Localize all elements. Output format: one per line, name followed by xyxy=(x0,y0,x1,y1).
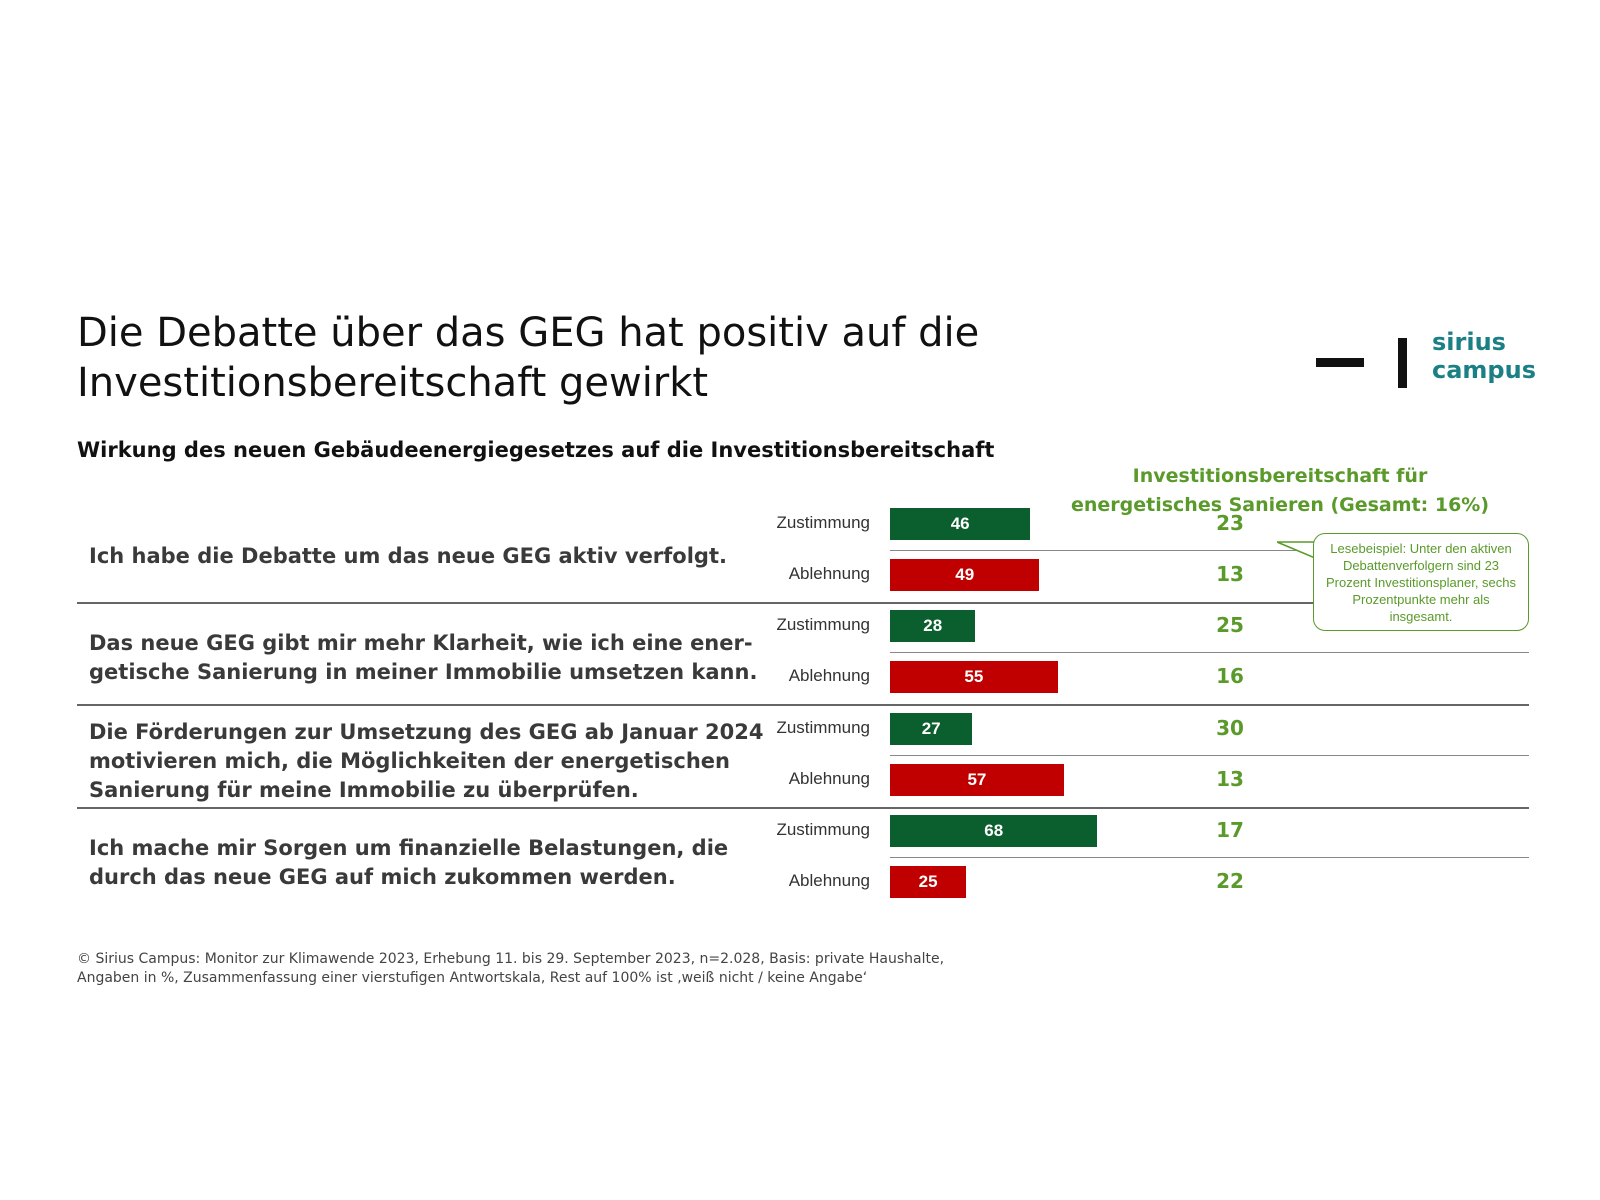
bar: 46 xyxy=(890,508,1031,540)
invest-value: 22 xyxy=(1216,869,1244,893)
row-label: Ablehnung xyxy=(788,666,870,685)
group-divider xyxy=(77,602,1529,604)
invest-value: 13 xyxy=(1216,767,1244,791)
bar: 27 xyxy=(890,713,973,745)
invest-value: 23 xyxy=(1216,511,1244,535)
statement-text: Die Förderungen zur Umsetzung des GEG ab… xyxy=(89,718,769,805)
row-label: Ablehnung xyxy=(788,769,870,788)
footnote-line2: Angaben in %, Zusammenfassung einer vier… xyxy=(77,970,868,986)
invest-value: 25 xyxy=(1216,613,1244,637)
row-label: Zustimmung xyxy=(776,513,870,532)
bar: 57 xyxy=(890,764,1064,796)
statement-line: durch das neue GEG auf mich zukommen wer… xyxy=(89,865,676,889)
invest-value: 16 xyxy=(1216,664,1244,688)
statement-line: Die Förderungen zur Umsetzung des GEG ab… xyxy=(89,719,764,744)
statement-line: Ich habe die Debatte um das neue GEG akt… xyxy=(89,543,727,568)
statement-text: Ich mache mir Sorgen um finanzielle Bela… xyxy=(89,834,769,892)
statement-line: motivieren mich, die Möglichkeiten der e… xyxy=(89,748,730,773)
group-divider xyxy=(77,807,1529,809)
row-divider xyxy=(890,550,1529,551)
invest-header: Investitionsbereitschaft für energetisch… xyxy=(1060,462,1500,520)
callout-tail xyxy=(1277,541,1316,560)
row-divider xyxy=(890,857,1529,858)
statement-line: Sanierung für meine Immobilie zu überprü… xyxy=(89,777,639,802)
row-label: Zustimmung xyxy=(776,718,870,737)
logo-bar xyxy=(1398,338,1407,388)
sirius-campus-logo: sirius campus xyxy=(1316,328,1546,394)
bar: 68 xyxy=(890,815,1098,847)
row-divider xyxy=(890,652,1529,653)
bar: 49 xyxy=(890,559,1040,591)
invest-header-line1: Investitionsbereitschaft für xyxy=(1132,465,1428,487)
row-divider xyxy=(890,755,1529,756)
page-title: Die Debatte über das GEG hat positiv auf… xyxy=(77,310,980,406)
bar: 25 xyxy=(890,866,967,898)
reading-example-callout: Lesebeispiel: Unter den aktiven Debatten… xyxy=(1313,533,1529,631)
invest-value: 13 xyxy=(1216,562,1244,586)
statement-line: Ich mache mir Sorgen um finanzielle Bela… xyxy=(89,836,729,860)
invest-value: 30 xyxy=(1216,716,1244,740)
statement-text: Ich habe die Debatte um das neue GEG akt… xyxy=(89,542,769,571)
row-label: Ablehnung xyxy=(788,871,870,890)
row-label: Zustimmung xyxy=(776,615,870,634)
row-label: Zustimmung xyxy=(776,820,870,839)
row-label: Ablehnung xyxy=(788,564,870,583)
logo-text: sirius campus xyxy=(1432,328,1536,384)
bar: 28 xyxy=(890,610,976,642)
statement-text: Das neue GEG gibt mir mehr Klarheit, wie… xyxy=(89,629,769,687)
logo-text-line2: campus xyxy=(1432,356,1536,384)
footnote-line1: © Sirius Campus: Monitor zur Klimawende … xyxy=(77,951,945,967)
invest-value: 17 xyxy=(1216,818,1244,842)
logo-text-line1: sirius xyxy=(1432,328,1506,356)
statement-line: Das neue GEG gibt mir mehr Klarheit, wie… xyxy=(89,631,753,655)
chart-subtitle: Wirkung des neuen Gebäudeenergiegesetzes… xyxy=(77,438,995,462)
statement-line: getische Sanierung in meiner Immobilie u… xyxy=(89,660,758,684)
group-divider xyxy=(77,704,1529,706)
footnote: © Sirius Campus: Monitor zur Klimawende … xyxy=(77,950,1377,988)
logo-dash xyxy=(1316,358,1364,367)
bar: 55 xyxy=(890,661,1058,693)
invest-header-line2: energetisches Sanieren (Gesamt: 16%) xyxy=(1070,494,1490,516)
